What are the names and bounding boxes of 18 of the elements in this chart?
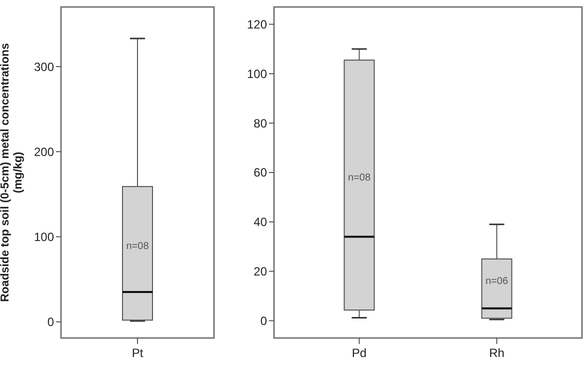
- y-tick-label: 80: [254, 116, 268, 130]
- y-tick-label: 300: [34, 60, 54, 74]
- x-tick-label: Rh: [489, 346, 504, 360]
- y-tick-label: 100: [246, 66, 268, 81]
- x-tick-label: Pd: [352, 346, 367, 360]
- y-tick-label: 20: [254, 264, 268, 279]
- y-tick-label: 0: [260, 314, 268, 328]
- annotation: n=08: [348, 172, 371, 184]
- x-tick-label: Pt: [132, 346, 144, 360]
- annotation: n=06: [485, 276, 508, 288]
- y-tick-label: 100: [34, 230, 54, 244]
- annotation: n=08: [126, 240, 150, 252]
- y-axis-title: Roadside top soil (0-5cm) metal concentrations (mg/kg): [0, 43, 24, 302]
- y-tick-label: 60: [254, 166, 268, 180]
- y-tick-label: 0: [47, 315, 54, 330]
- y-tick-label: 40: [254, 215, 268, 230]
- y-tick-label: 200: [34, 144, 54, 159]
- y-tick-label: 120: [246, 17, 268, 32]
